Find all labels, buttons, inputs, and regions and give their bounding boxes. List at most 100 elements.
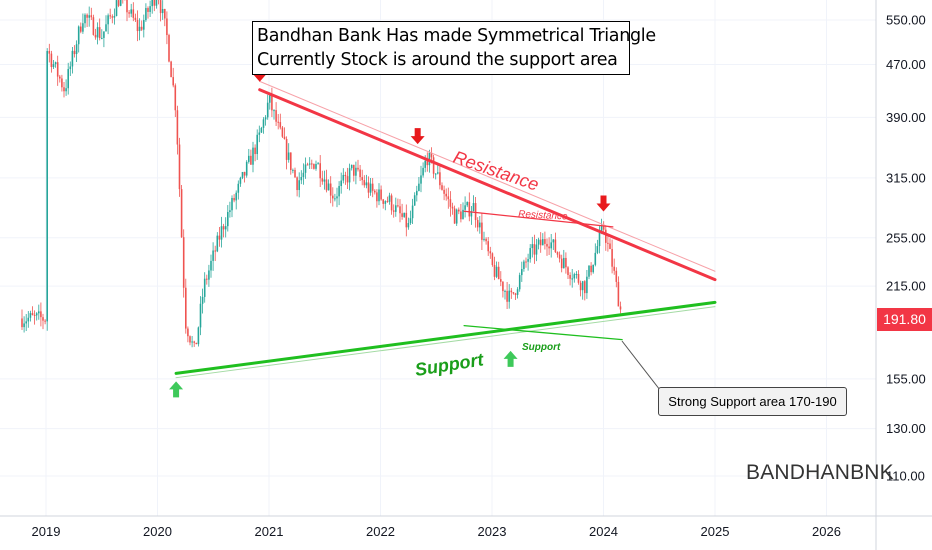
- candle-body: [571, 278, 573, 280]
- candle-body: [119, 0, 122, 6]
- candle-body: [35, 313, 38, 316]
- candle-body: [464, 205, 466, 210]
- candle-body: [407, 223, 410, 228]
- candle-body: [222, 226, 225, 230]
- candle-body: [577, 273, 580, 283]
- candle-body: [77, 26, 80, 45]
- candle-body: [258, 132, 261, 135]
- candle-body: [598, 232, 601, 247]
- candle-body: [382, 199, 384, 204]
- candle-body: [170, 61, 172, 78]
- candle-body: [556, 252, 559, 255]
- candle-body: [460, 211, 462, 220]
- candles: [21, 0, 622, 348]
- candle-body: [56, 62, 59, 77]
- candle-body: [201, 296, 204, 304]
- candle-body: [376, 192, 378, 202]
- x-tick-label: 2025: [701, 524, 730, 539]
- candle-body: [500, 279, 502, 282]
- candle-body: [241, 171, 244, 178]
- candle-body: [136, 20, 139, 32]
- candle-body: [271, 95, 273, 111]
- candle-body: [27, 317, 30, 322]
- candle-body: [472, 203, 475, 212]
- candle-body: [180, 189, 183, 238]
- y-tick-label: 215.00: [886, 279, 926, 294]
- candle-body: [227, 212, 229, 227]
- resistance-line: [258, 88, 717, 282]
- candle-body: [527, 259, 529, 262]
- candle-body: [418, 183, 420, 191]
- annotation-line-1: Bandhan Bank Has made Symmetrical Triang…: [257, 26, 656, 46]
- candle-body: [105, 24, 107, 32]
- candle-body: [54, 62, 57, 65]
- candle-body: [231, 197, 233, 211]
- candle-body: [592, 264, 594, 273]
- y-axis: 550.00 470.00 390.00 315.00 255.00 215.00 155.…: [875, 0, 926, 550]
- candle-body: [439, 172, 441, 186]
- candle-body: [510, 290, 513, 293]
- candle-body: [533, 244, 536, 255]
- symbol-watermark: BANDHANBNK: [746, 461, 894, 484]
- candle-body: [386, 201, 389, 203]
- candle-body: [29, 313, 32, 318]
- candle-body: [325, 179, 328, 191]
- callout-pointer: [621, 340, 661, 391]
- candle-body: [176, 110, 179, 145]
- x-tick-label: 2019: [32, 524, 61, 539]
- candle-body: [483, 238, 485, 240]
- candle-body: [84, 14, 86, 24]
- candle-body: [275, 110, 277, 122]
- candle-body: [371, 183, 374, 191]
- candle-body: [191, 341, 193, 343]
- annotation-line-2: Currently Stock is around the support ar…: [257, 50, 618, 70]
- candle-body: [579, 282, 582, 291]
- candle-body: [485, 238, 487, 242]
- candle-body: [529, 248, 531, 260]
- candle-body: [590, 265, 592, 273]
- candle-body: [388, 195, 391, 202]
- candle-body: [586, 276, 588, 294]
- candle-body: [609, 243, 611, 250]
- candle-body: [374, 190, 376, 193]
- x-tick-label: 2021: [255, 524, 284, 539]
- candle-body: [33, 314, 36, 316]
- y-tick-label: 470.00: [886, 57, 926, 72]
- candle-body: [348, 168, 351, 183]
- candle-body: [558, 254, 561, 259]
- candle-body: [445, 193, 447, 197]
- candle-body: [430, 152, 433, 158]
- candle-body: [539, 239, 542, 246]
- candle-body: [239, 177, 242, 184]
- candle-body: [613, 266, 615, 271]
- candle-body: [397, 205, 399, 207]
- candle-body: [315, 164, 317, 169]
- candle-body: [273, 110, 275, 112]
- candle-body: [50, 53, 53, 68]
- candle-body: [224, 226, 227, 230]
- candle-body: [182, 237, 185, 288]
- candle-body: [359, 169, 361, 178]
- candle-body: [80, 26, 82, 32]
- candle-body: [321, 178, 324, 182]
- x-tick-label: 2024: [589, 524, 618, 539]
- resistance-minor-label: Resistance: [518, 209, 568, 223]
- candle-body: [357, 167, 359, 170]
- candle-body: [195, 342, 198, 345]
- candle-body: [248, 155, 250, 162]
- candle-body: [281, 127, 284, 137]
- candle-body: [94, 34, 97, 38]
- candle-body: [319, 163, 321, 179]
- grid: [0, 0, 876, 516]
- trendlines: [174, 80, 717, 391]
- candle-body: [21, 318, 23, 328]
- candle-body: [323, 179, 326, 182]
- candle-body: [256, 134, 258, 155]
- candle-body: [607, 242, 609, 244]
- candle-body: [344, 174, 347, 177]
- candle-body: [458, 209, 460, 212]
- candle-body: [569, 274, 571, 279]
- candle-body: [455, 209, 458, 224]
- candle-body: [600, 225, 603, 233]
- y-tick-label: 255.00: [886, 230, 926, 245]
